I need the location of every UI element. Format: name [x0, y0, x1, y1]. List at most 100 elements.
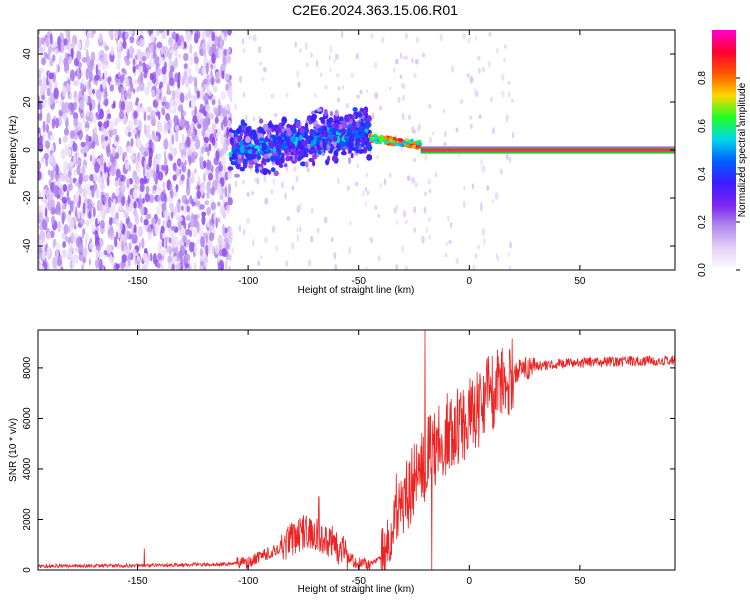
spectrogram-cell	[176, 158, 182, 167]
spectrogram-cell	[328, 133, 334, 139]
spectrogram-cell	[188, 264, 192, 270]
spectrogram-cell	[104, 98, 109, 107]
spectrogram-cell	[246, 191, 250, 197]
spectrogram-cell	[205, 146, 210, 153]
spectrogram-cell	[157, 111, 161, 121]
spectrogram-cell	[47, 156, 53, 165]
colorbar-tick-label: 0.4	[697, 167, 708, 181]
spectrogram-cell	[255, 138, 260, 144]
spectrogram-cell	[38, 36, 42, 49]
spectrogram-cell	[172, 174, 177, 181]
spectrogram-cell	[287, 129, 292, 137]
spectrogram-cell	[242, 48, 246, 54]
spectrogram-cell	[83, 30, 87, 36]
spectrogram-cell	[194, 106, 197, 117]
spectrogram-cell	[402, 140, 406, 144]
spectrogram-cell	[129, 36, 135, 44]
spectrogram-cell	[304, 135, 311, 141]
spectrogram-cell	[478, 114, 482, 120]
spectrogram-cell	[291, 185, 295, 191]
spectrogram-cell	[174, 255, 178, 263]
spectrogram-cell	[273, 112, 278, 117]
spectrogram-cell	[72, 80, 78, 87]
spectrogram-cell	[117, 71, 121, 78]
spectrogram-cell	[379, 182, 382, 189]
spectrogram-cell	[124, 31, 129, 40]
spectrogram-cell	[73, 100, 78, 110]
spectrogram-cell	[297, 81, 301, 88]
spectrogram-cell	[185, 214, 191, 221]
spectrogram-cell	[118, 32, 122, 39]
spectrogram-cell	[67, 183, 74, 191]
spectrogram-cell	[253, 158, 258, 163]
spectrogram-cell	[79, 99, 85, 110]
spectrogram-cell	[486, 185, 490, 192]
spectrogram-cell	[262, 143, 267, 151]
spectrogram-cell	[89, 59, 95, 67]
spectrogram-cell	[93, 170, 97, 182]
spectrogram-cell	[185, 229, 190, 236]
colorbar-ticks: 0.0 0.2 0.4 0.6 0.8	[697, 71, 740, 277]
spectrogram-cell	[197, 123, 202, 129]
spectrogram-cell	[103, 162, 107, 174]
spectrogram-cell	[328, 55, 331, 61]
spectrogram-cell	[364, 186, 368, 192]
spectrogram-cell	[355, 147, 359, 154]
spectrogram-y-tick-label: -40	[22, 238, 33, 253]
spectrogram-cell	[190, 97, 196, 109]
spectrogram-cell	[239, 166, 246, 172]
spectrogram-cell	[413, 73, 417, 79]
spectrogram-cell	[223, 165, 226, 173]
spectrogram-cell	[38, 212, 43, 225]
spectrogram-cell	[226, 126, 230, 139]
snr-y-tick-label: 2000	[22, 508, 33, 531]
spectrogram-cell	[107, 113, 112, 120]
spectrogram-cell	[60, 222, 64, 231]
spectrogram-cell	[100, 125, 105, 132]
spectrogram-cell	[254, 145, 260, 149]
spectrogram-cell	[423, 206, 427, 214]
spectrogram-cell	[82, 247, 85, 256]
spectrogram-cell	[101, 204, 107, 211]
spectrogram-cell	[103, 90, 107, 101]
spectrogram-cell	[195, 138, 201, 150]
spectrogram-cell	[256, 154, 262, 160]
spectrogram-cell	[389, 86, 392, 91]
spectrogram-cell	[80, 264, 85, 270]
spectrogram-cell	[117, 145, 123, 156]
spectrogram-cell	[331, 129, 337, 134]
spectrogram-cell	[364, 200, 368, 207]
spectrogram-cell	[168, 52, 172, 60]
spectrogram-cell	[108, 30, 114, 39]
spectrogram-cell	[374, 140, 379, 145]
spectrogram-cell	[507, 251, 510, 258]
spectrogram-cell	[69, 130, 75, 139]
spectrogram-cell	[228, 226, 233, 234]
spectrogram-cell	[381, 36, 385, 42]
spectrogram-cell	[308, 148, 314, 155]
spectrogram-cell	[225, 205, 230, 211]
spectrogram-cell	[53, 97, 59, 104]
spectrogram-cell	[70, 102, 74, 112]
spectrogram-cell	[178, 250, 183, 259]
spectrogram-cell	[189, 230, 193, 238]
spectrogram-cell	[306, 167, 310, 173]
spectrogram-cell	[220, 155, 226, 167]
spectrogram-cell	[239, 132, 244, 137]
spectrogram-cell	[44, 199, 48, 209]
spectrogram-cell	[215, 244, 220, 255]
spectrogram-cell	[258, 150, 264, 156]
spectrogram-cell	[168, 77, 175, 87]
spectrogram-cell	[106, 243, 112, 254]
spectrogram-cell	[258, 127, 265, 134]
spectrogram-cell	[306, 62, 309, 68]
spectrogram-cell	[412, 157, 417, 163]
spectrogram-cell	[415, 36, 420, 44]
spectrogram-cell	[203, 160, 207, 169]
spectrogram-cell	[224, 171, 229, 181]
spectrogram-cell	[218, 104, 222, 116]
spectrogram-cell	[284, 192, 288, 200]
spectrogram-cell	[149, 72, 154, 81]
spectrogram-cell	[220, 204, 225, 216]
spectrogram-cell	[202, 172, 206, 183]
